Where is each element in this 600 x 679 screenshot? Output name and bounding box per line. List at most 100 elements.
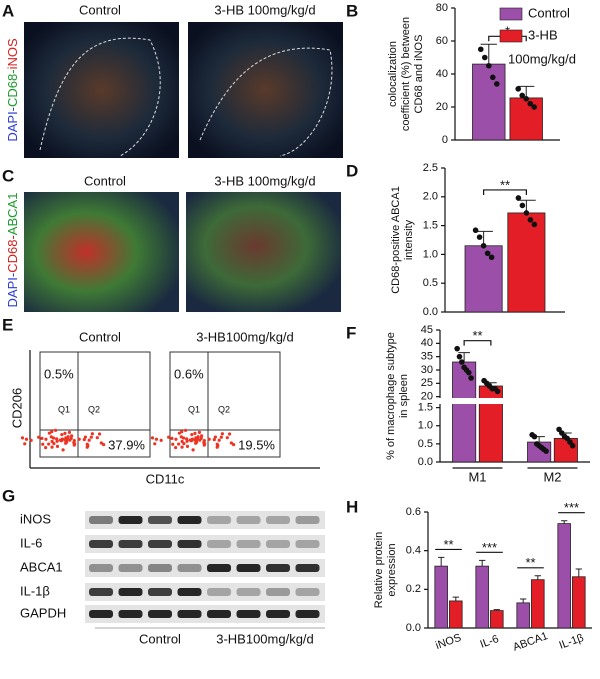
band: [177, 540, 202, 548]
significance-label: **: [472, 328, 482, 343]
percent: 0.6%: [174, 366, 204, 381]
data-point: [472, 227, 479, 234]
data-point: [481, 54, 488, 61]
band: [177, 516, 202, 524]
micrograph: [24, 192, 179, 312]
event: [50, 430, 54, 434]
y-tick-label: 0.0: [406, 622, 421, 634]
bar: [509, 97, 543, 141]
y-tick-label: 40: [421, 337, 433, 349]
event: [50, 439, 54, 444]
panel-label: B: [346, 1, 358, 20]
data-point: [489, 74, 496, 81]
band: [148, 564, 172, 572]
percent: 0.5%: [44, 366, 74, 381]
event: [47, 442, 51, 446]
panel-label: F: [346, 323, 356, 342]
y-tick-label: 1.5: [423, 220, 438, 232]
band: [266, 588, 290, 596]
error-bar: [452, 596, 459, 601]
percent: 37.9%: [108, 437, 145, 452]
event: [55, 444, 60, 448]
data-point: [465, 369, 472, 376]
data-point: [531, 433, 538, 440]
event: [102, 442, 106, 447]
band: [118, 564, 143, 572]
band: [118, 516, 143, 524]
y-tick-label: 1.5: [418, 402, 433, 414]
data-point: [527, 217, 534, 223]
y-tick-label: 0.5: [423, 277, 438, 289]
event: [63, 431, 67, 435]
x-tick-label: ABCA1: [511, 630, 549, 654]
event: [179, 435, 183, 439]
protein-label: GAPDH: [20, 605, 66, 620]
data-point: [493, 81, 500, 87]
panel-label: A: [2, 1, 14, 20]
band: [177, 564, 202, 572]
data-point: [531, 104, 538, 110]
legend-label: 3-HB: [528, 27, 558, 42]
event: [197, 430, 202, 434]
quadrant-label: Q2: [88, 404, 100, 414]
data-point: [531, 221, 538, 228]
bar: [449, 600, 463, 629]
band: [266, 516, 290, 524]
y-tick-label: 25: [421, 377, 433, 389]
stain: DAPI-: [5, 273, 20, 308]
data-point: [523, 210, 530, 216]
event: [89, 435, 93, 439]
event: [225, 436, 229, 440]
y-tick-label: 0.4: [406, 545, 421, 557]
event: [61, 448, 65, 452]
event: [97, 432, 102, 436]
event: [170, 436, 174, 440]
y-tick-label: 45: [421, 324, 433, 336]
event: [66, 437, 70, 441]
bar: [478, 385, 503, 463]
protein-label: ABCA1: [20, 559, 63, 574]
y-axis-label: CD68 and iNOS: [413, 35, 425, 114]
event: [174, 437, 178, 441]
y-axis-label: coefficient (%) between: [400, 17, 412, 131]
event: [177, 442, 181, 446]
event: [215, 445, 219, 449]
y-tick-label: 30: [421, 364, 433, 376]
band: [89, 610, 113, 618]
band: [148, 516, 172, 524]
data-point: [459, 359, 465, 365]
event: [77, 437, 81, 441]
event: [183, 428, 188, 432]
band: [266, 610, 290, 618]
data-point: [527, 100, 534, 107]
y-tick-label: 0.0: [418, 456, 433, 468]
flow-plot: [169, 351, 281, 458]
band: [207, 516, 231, 524]
flow-plot: [39, 351, 151, 458]
band: [207, 564, 231, 572]
data-point: [485, 62, 492, 69]
band: [295, 540, 320, 548]
event: [53, 428, 58, 432]
y-tick-label: 60: [436, 35, 448, 47]
band: [148, 540, 172, 548]
blot-strip: [85, 583, 325, 601]
plot-title: Control: [79, 329, 121, 344]
data-point: [543, 448, 549, 454]
outline: [199, 47, 333, 157]
data-point: [488, 254, 495, 261]
data-point: [476, 234, 483, 240]
legend-note: 100mg/kg/d: [508, 51, 576, 66]
panel-label: C: [2, 166, 14, 185]
event: [167, 435, 171, 439]
x-tick-label: IL-1β: [558, 632, 586, 652]
event: [24, 437, 29, 441]
x-tick-label: iNOS: [434, 632, 463, 652]
event: [202, 443, 206, 447]
band: [295, 516, 320, 524]
percent: 19.5%: [238, 437, 275, 452]
error-bar: [480, 43, 497, 65]
band: [295, 564, 320, 572]
y-tick-label: 0: [442, 134, 448, 146]
data-point: [484, 250, 491, 257]
